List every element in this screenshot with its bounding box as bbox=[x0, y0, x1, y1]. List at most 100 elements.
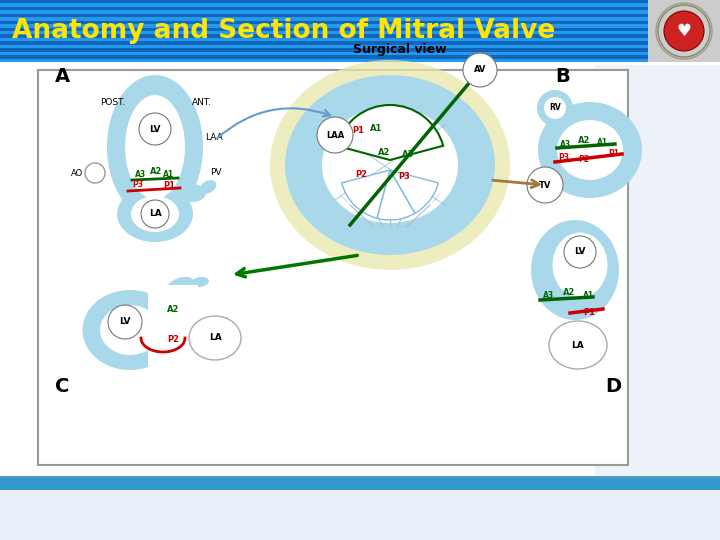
Bar bbox=[0, 14, 720, 490]
Circle shape bbox=[544, 97, 566, 119]
Ellipse shape bbox=[166, 277, 194, 293]
Text: A3: A3 bbox=[402, 150, 414, 159]
Text: AO: AO bbox=[71, 168, 83, 178]
Wedge shape bbox=[377, 170, 415, 220]
Ellipse shape bbox=[178, 184, 206, 202]
FancyBboxPatch shape bbox=[38, 70, 628, 465]
Text: LV: LV bbox=[120, 318, 131, 327]
Text: P3: P3 bbox=[558, 153, 569, 162]
Text: AV: AV bbox=[474, 65, 486, 75]
Text: POST.: POST. bbox=[100, 98, 125, 107]
Bar bbox=[0, 31, 720, 35]
Wedge shape bbox=[337, 105, 443, 160]
Bar bbox=[0, 48, 720, 52]
Text: LAA: LAA bbox=[326, 131, 344, 139]
Bar bbox=[0, 38, 720, 42]
Bar bbox=[0, 35, 720, 38]
Text: LV: LV bbox=[575, 247, 586, 256]
Text: A2: A2 bbox=[150, 167, 163, 176]
Ellipse shape bbox=[107, 75, 203, 219]
Text: Surgical view: Surgical view bbox=[354, 44, 447, 57]
Text: A3: A3 bbox=[135, 170, 146, 179]
Ellipse shape bbox=[531, 220, 619, 320]
Bar bbox=[648, 0, 720, 62]
Bar bbox=[620, 70, 720, 470]
Bar bbox=[0, 10, 720, 14]
Text: P1: P1 bbox=[163, 181, 175, 190]
Text: A1: A1 bbox=[163, 170, 174, 179]
Text: A3: A3 bbox=[543, 291, 554, 300]
Text: RV: RV bbox=[549, 104, 561, 112]
Ellipse shape bbox=[131, 196, 179, 232]
Text: A1: A1 bbox=[597, 138, 608, 147]
Text: A3: A3 bbox=[560, 140, 571, 149]
Circle shape bbox=[141, 200, 169, 228]
Bar bbox=[0, 17, 720, 21]
Circle shape bbox=[664, 11, 704, 51]
Text: LA: LA bbox=[209, 334, 221, 342]
Bar bbox=[0, 28, 720, 31]
Text: D: D bbox=[605, 377, 621, 396]
Wedge shape bbox=[390, 170, 438, 213]
Bar bbox=[0, 24, 720, 28]
Text: ANT.: ANT. bbox=[192, 98, 212, 107]
Ellipse shape bbox=[191, 277, 209, 287]
Text: A: A bbox=[55, 67, 70, 86]
Bar bbox=[0, 478, 720, 490]
Text: C: C bbox=[55, 377, 69, 396]
Ellipse shape bbox=[557, 120, 623, 180]
Text: P2: P2 bbox=[167, 335, 179, 344]
Bar bbox=[0, 7, 720, 10]
Ellipse shape bbox=[83, 290, 178, 370]
Circle shape bbox=[463, 53, 497, 87]
Text: P1: P1 bbox=[608, 149, 619, 158]
Text: P3: P3 bbox=[398, 172, 410, 181]
Bar bbox=[595, 65, 720, 485]
Text: ♥: ♥ bbox=[677, 22, 691, 40]
Text: LAA: LAA bbox=[205, 133, 222, 142]
Text: LA: LA bbox=[572, 341, 585, 349]
Bar bbox=[0, 3, 720, 7]
Ellipse shape bbox=[125, 95, 185, 199]
Ellipse shape bbox=[330, 113, 450, 217]
Bar bbox=[0, 476, 720, 478]
Bar bbox=[0, 21, 720, 24]
Text: P1: P1 bbox=[583, 308, 595, 317]
Ellipse shape bbox=[322, 107, 458, 223]
Bar bbox=[0, 0, 720, 3]
Text: Anatomy and Section of Mitral Valve: Anatomy and Section of Mitral Valve bbox=[12, 18, 555, 44]
Circle shape bbox=[317, 117, 353, 153]
Circle shape bbox=[527, 167, 563, 203]
Circle shape bbox=[139, 113, 171, 145]
Bar bbox=[0, 55, 720, 58]
Circle shape bbox=[564, 236, 596, 268]
Ellipse shape bbox=[538, 102, 642, 198]
Bar bbox=[148, 285, 198, 375]
Text: P3: P3 bbox=[132, 180, 143, 189]
Bar bbox=[0, 42, 720, 45]
Bar bbox=[0, 45, 720, 48]
Text: TV: TV bbox=[539, 180, 552, 190]
Bar bbox=[0, 14, 720, 17]
Wedge shape bbox=[342, 170, 390, 218]
Text: B: B bbox=[555, 67, 570, 86]
Bar bbox=[0, 52, 720, 55]
Text: LA: LA bbox=[148, 210, 161, 219]
Text: A2: A2 bbox=[378, 148, 390, 157]
Circle shape bbox=[85, 163, 105, 183]
Text: A2: A2 bbox=[563, 288, 575, 297]
Bar bbox=[0, 58, 720, 62]
Text: A1: A1 bbox=[370, 124, 382, 133]
Ellipse shape bbox=[199, 180, 216, 194]
Text: P2: P2 bbox=[578, 155, 589, 164]
Text: LV: LV bbox=[149, 125, 161, 133]
Ellipse shape bbox=[552, 233, 608, 298]
Circle shape bbox=[656, 3, 712, 59]
Text: P2: P2 bbox=[355, 170, 367, 179]
Ellipse shape bbox=[270, 60, 510, 270]
Ellipse shape bbox=[285, 75, 495, 255]
Ellipse shape bbox=[117, 186, 193, 242]
Text: A2: A2 bbox=[167, 305, 179, 314]
Circle shape bbox=[108, 305, 142, 339]
Circle shape bbox=[338, 161, 382, 205]
